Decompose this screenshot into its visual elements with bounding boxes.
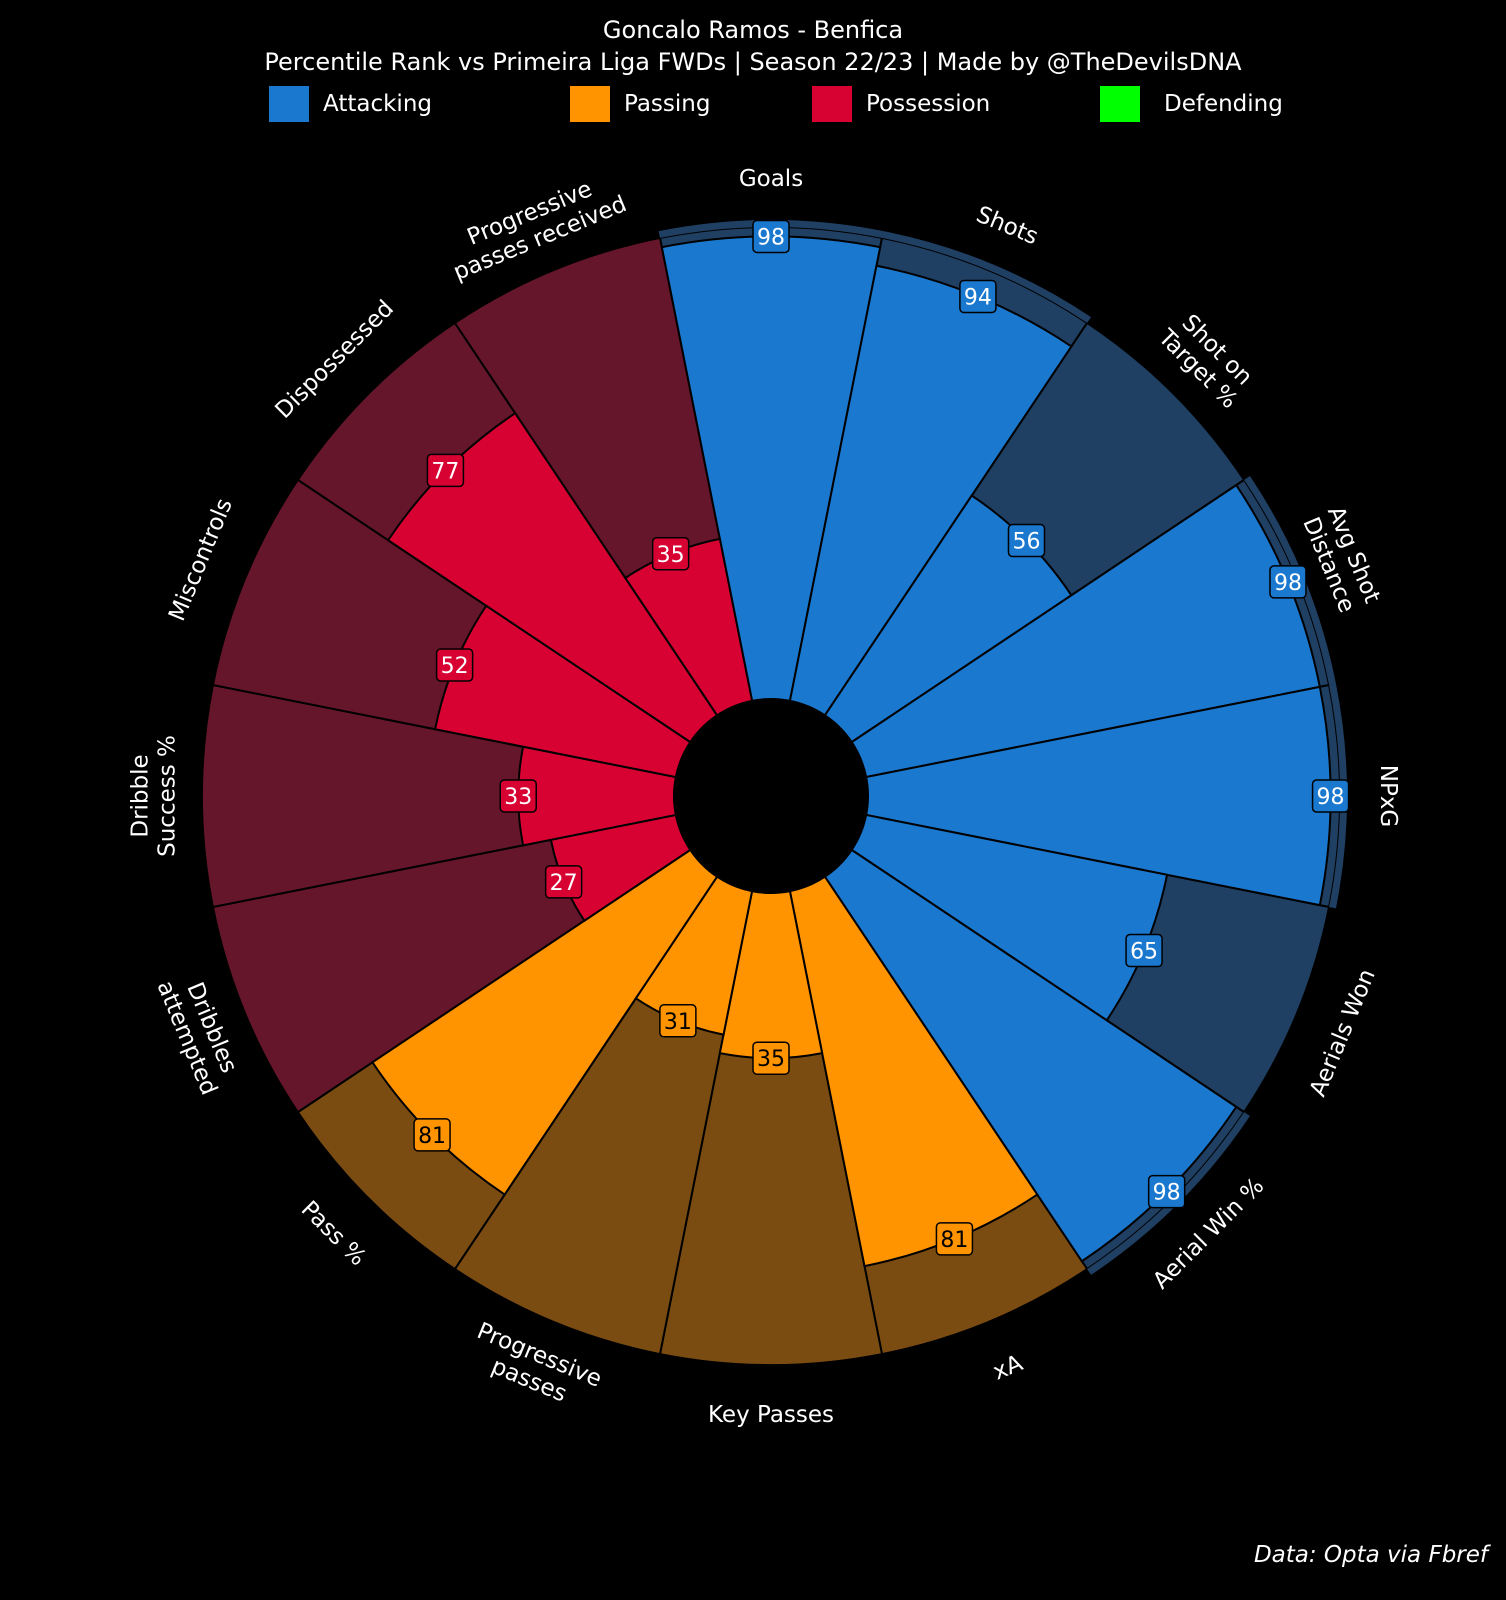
value-labels: 98 94 56 98 98 65 98 81 35 31 81 27 33 52 77 35 (413, 219, 1350, 1256)
value-box-dribble-success: 33 (499, 779, 537, 813)
category-label-dribble-success: DribbleSuccess % (128, 735, 181, 857)
value-box-bg-avg-shot-distance (1269, 565, 1307, 599)
value-text-shot-on-target: 56 (1012, 530, 1040, 555)
value-box-bg-progressive-passes-received (651, 537, 690, 571)
value-text-progressive-passes-received: 35 (657, 543, 685, 568)
legend-item-passing: Passing (570, 86, 710, 122)
value-box-bg-key-passes (752, 1041, 790, 1075)
value-box-bg-pass (413, 1118, 451, 1152)
value-box-goals: 98 (752, 219, 790, 254)
value-box-key-passes: 35 (752, 1041, 790, 1075)
value-box-npxg: 98 (1311, 779, 1350, 813)
slice-ring-goals (658, 219, 884, 238)
category-label-shots: Shots (972, 202, 1041, 251)
value-box-xa: 81 (935, 1222, 974, 1256)
category-label-pass: Pass % (296, 1196, 371, 1271)
value-box-progressive-passes: 31 (659, 1004, 697, 1038)
value-text-npxg: 98 (1317, 785, 1345, 810)
slice-ring-aerial-win (1087, 1112, 1250, 1275)
category-label-xa: xA (989, 1350, 1026, 1385)
value-box-dribbles-attempted: 27 (544, 865, 583, 899)
legend-label-possession: Possession (866, 91, 991, 117)
category-label-dribbles-attempted: Dribblesattempted (151, 967, 246, 1099)
legend-swatch-attacking (269, 86, 309, 122)
data-source-note: Data: Opta via Fbref (1253, 1542, 1488, 1568)
category-label-npxg: NPxG (1375, 765, 1401, 828)
value-box-bg-dispossessed (426, 453, 465, 488)
legend-label-attacking: Attacking (323, 91, 432, 117)
value-text-goals: 98 (757, 225, 785, 250)
value-text-miscontrols: 52 (441, 654, 469, 679)
value-box-aerial-win: 98 (1147, 1174, 1186, 1209)
category-label-goals: Goals (739, 166, 803, 192)
category-label-miscontrols: Miscontrols (164, 495, 238, 625)
value-box-shots: 94 (959, 279, 997, 314)
value-box-bg-xa (935, 1222, 974, 1256)
slice-ring-npxg (1329, 683, 1348, 909)
value-box-miscontrols: 52 (435, 648, 474, 682)
value-box-bg-aerial-win (1147, 1174, 1186, 1209)
value-text-xa: 81 (940, 1228, 968, 1253)
legend-swatch-possession (812, 86, 852, 122)
max-value-rings (658, 219, 1348, 1275)
value-box-shot-on-target: 56 (1007, 523, 1046, 558)
value-box-aerials-won: 65 (1125, 933, 1163, 968)
value-box-avg-shot-distance: 98 (1269, 565, 1307, 599)
value-box-progressive-passes-received: 35 (651, 537, 690, 571)
value-text-dribble-success: 33 (504, 785, 532, 810)
slice-ring-avg-shot-distance (1244, 475, 1336, 685)
value-text-aerials-won: 65 (1130, 940, 1158, 965)
legend-item-attacking: Attacking (269, 86, 432, 122)
value-box-bg-goals (752, 219, 790, 254)
value-text-dribbles-attempted: 27 (550, 871, 578, 896)
chart-title: Goncalo Ramos - Benfica (602, 16, 904, 44)
value-box-pass: 81 (413, 1118, 451, 1152)
value-box-bg-dribbles-attempted (544, 865, 583, 899)
value-box-bg-progressive-passes (659, 1004, 697, 1038)
legend-item-defending: Defending (1100, 86, 1283, 122)
value-text-dispossessed: 77 (431, 459, 459, 484)
slice-values (371, 235, 1332, 1268)
value-text-shots: 94 (964, 285, 992, 310)
legend-swatch-defending (1100, 86, 1140, 122)
value-box-bg-aerials-won (1125, 933, 1163, 968)
center-hole (674, 699, 868, 893)
legend-label-passing: Passing (624, 91, 711, 117)
value-text-progressive-passes: 31 (664, 1010, 692, 1035)
value-text-pass: 81 (418, 1124, 446, 1149)
value-box-bg-dribble-success (499, 779, 537, 813)
value-text-key-passes: 35 (757, 1047, 785, 1072)
category-label-key-passes: Key Passes (708, 1402, 834, 1428)
value-text-aerial-win: 98 (1153, 1181, 1181, 1206)
legend-item-possession: Possession (812, 86, 990, 122)
value-box-bg-npxg (1311, 779, 1350, 813)
chart-subtitle: Percentile Rank vs Primeira Liga FWDs | … (264, 48, 1242, 76)
value-box-dispossessed: 77 (426, 453, 465, 488)
value-box-bg-miscontrols (435, 648, 474, 682)
value-text-avg-shot-distance: 98 (1274, 571, 1302, 596)
legend-label-defending: Defending (1164, 91, 1283, 117)
slice-ring-shots (882, 231, 1092, 323)
value-box-bg-shots (959, 279, 997, 314)
value-box-bg-shot-on-target (1007, 523, 1046, 558)
legend-swatch-passing (570, 86, 610, 122)
category-label-aerials-won: Aerials Won (1305, 965, 1381, 1100)
